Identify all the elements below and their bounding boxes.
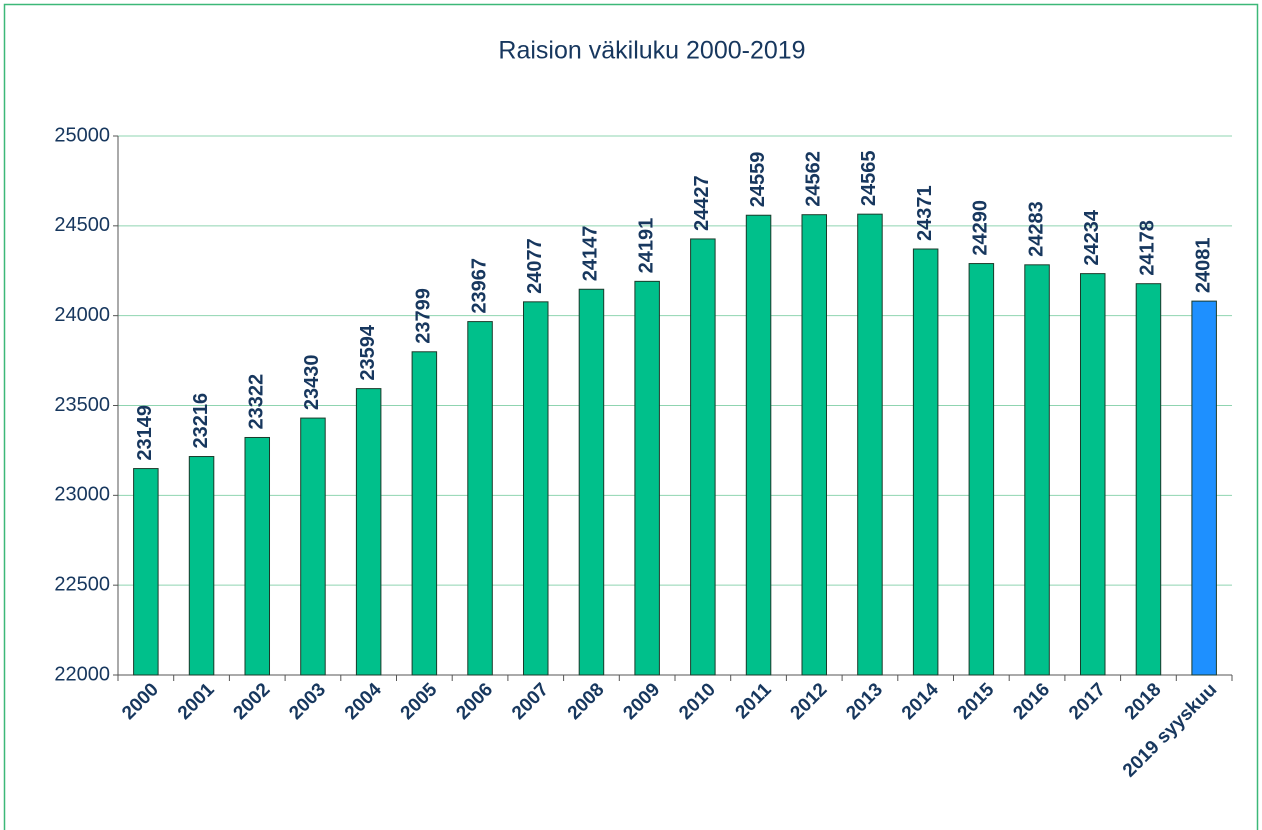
data-label: 24147	[580, 226, 602, 282]
bar	[300, 417, 326, 676]
bar	[1191, 300, 1217, 676]
bar	[355, 388, 382, 676]
data-label: 24178	[1137, 220, 1159, 276]
y-tick-label: 22500	[54, 573, 110, 595]
data-label: 24077	[524, 238, 546, 294]
y-tick-label: 23500	[54, 394, 110, 416]
bar	[801, 214, 828, 676]
data-label: 23149	[134, 405, 156, 461]
data-label: 23216	[190, 393, 212, 449]
y-tick-label: 23000	[54, 484, 110, 506]
bar	[411, 351, 438, 676]
y-tick-label: 22000	[54, 663, 110, 685]
data-label: 24562	[803, 151, 825, 207]
data-label: 24559	[747, 152, 769, 208]
bar	[690, 238, 716, 676]
data-label: 24191	[635, 218, 657, 274]
data-label: 24371	[914, 185, 936, 241]
bar	[522, 301, 549, 676]
bar	[467, 321, 493, 676]
bar	[857, 213, 883, 676]
bar	[244, 436, 271, 676]
bar	[1135, 283, 1162, 676]
bar	[1079, 273, 1106, 676]
data-label: 23430	[301, 354, 323, 410]
data-label: 24283	[1025, 201, 1047, 257]
data-label: 23322	[246, 374, 268, 430]
bar	[188, 456, 215, 676]
data-label: 23594	[357, 324, 379, 380]
bar	[912, 248, 939, 676]
bar	[1024, 264, 1050, 676]
y-tick-label: 25000	[54, 124, 110, 146]
bar	[745, 214, 772, 676]
chart-title: Raision väkiluku 2000-2019	[498, 37, 805, 65]
data-label: 24427	[691, 175, 713, 231]
bar	[133, 468, 159, 676]
data-label: 24081	[1192, 237, 1214, 293]
bar	[634, 280, 660, 676]
data-label: 24290	[970, 200, 992, 256]
data-label: 23967	[468, 258, 490, 314]
data-label: 24565	[858, 151, 880, 207]
y-tick-label: 24000	[54, 304, 110, 326]
bar	[968, 263, 995, 676]
data-label: 23799	[413, 288, 435, 344]
bar	[578, 288, 605, 676]
y-tick-label: 24500	[54, 214, 110, 236]
data-label: 24234	[1081, 209, 1103, 265]
